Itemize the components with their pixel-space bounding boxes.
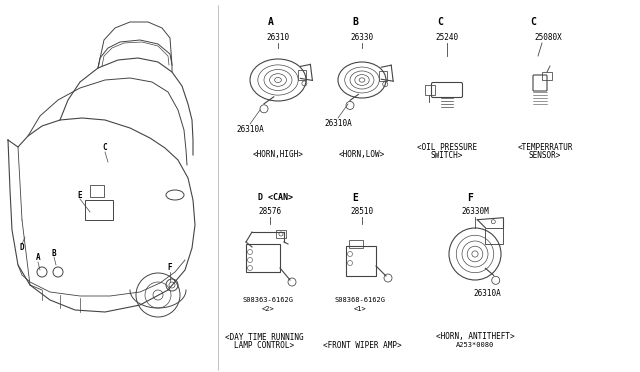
Text: 26310A: 26310A <box>236 125 264 135</box>
Text: A: A <box>268 17 274 27</box>
Text: D <CAN>: D <CAN> <box>258 193 293 202</box>
Bar <box>85 200 113 220</box>
Bar <box>346 246 376 276</box>
Bar <box>485 228 503 244</box>
Text: 26310: 26310 <box>266 33 289 42</box>
Text: 26330M: 26330M <box>461 208 489 217</box>
Text: A: A <box>36 253 40 263</box>
Text: SENSOR>: SENSOR> <box>529 151 561 160</box>
Text: LAMP CONTROL>: LAMP CONTROL> <box>234 340 294 350</box>
Bar <box>425 85 435 95</box>
Text: B: B <box>352 17 358 27</box>
Text: 26330: 26330 <box>351 33 374 42</box>
Bar <box>379 71 387 81</box>
Text: 26310A: 26310A <box>473 289 501 298</box>
Text: <HORN, ANTITHEFT>: <HORN, ANTITHEFT> <box>436 333 515 341</box>
Text: <FRONT WIPER AMP>: <FRONT WIPER AMP> <box>323 340 401 350</box>
Text: C: C <box>102 144 108 153</box>
Text: C: C <box>530 17 536 27</box>
Text: SWITCH>: SWITCH> <box>431 151 463 160</box>
Text: 25240: 25240 <box>435 33 459 42</box>
Text: <DAY TIME RUNNING: <DAY TIME RUNNING <box>225 333 303 341</box>
Text: B: B <box>52 248 56 257</box>
Bar <box>542 72 552 80</box>
Text: S08363-6162G: S08363-6162G <box>243 297 294 303</box>
Bar <box>276 230 286 238</box>
Text: S08368-6162G: S08368-6162G <box>335 297 385 303</box>
Bar <box>349 240 363 248</box>
Text: F: F <box>467 193 473 203</box>
Text: <HORN,LOW>: <HORN,LOW> <box>339 151 385 160</box>
Text: A253*0080: A253*0080 <box>456 342 494 348</box>
Bar <box>246 244 280 272</box>
Bar <box>298 70 307 80</box>
Text: 28510: 28510 <box>351 208 374 217</box>
Bar <box>90 185 104 197</box>
Text: F: F <box>168 263 172 273</box>
Text: 28576: 28576 <box>259 208 282 217</box>
Text: <2>: <2> <box>262 306 275 312</box>
Text: <OIL PRESSURE: <OIL PRESSURE <box>417 142 477 151</box>
Text: E: E <box>352 193 358 203</box>
Text: <1>: <1> <box>354 306 366 312</box>
Text: E: E <box>77 190 83 199</box>
Text: 26310A: 26310A <box>324 119 352 128</box>
Text: <HORN,HIGH>: <HORN,HIGH> <box>253 151 303 160</box>
Text: C: C <box>437 17 443 27</box>
Text: <TEMPERRATUR: <TEMPERRATUR <box>517 142 573 151</box>
Text: 25080X: 25080X <box>534 33 562 42</box>
Text: D: D <box>20 244 24 253</box>
